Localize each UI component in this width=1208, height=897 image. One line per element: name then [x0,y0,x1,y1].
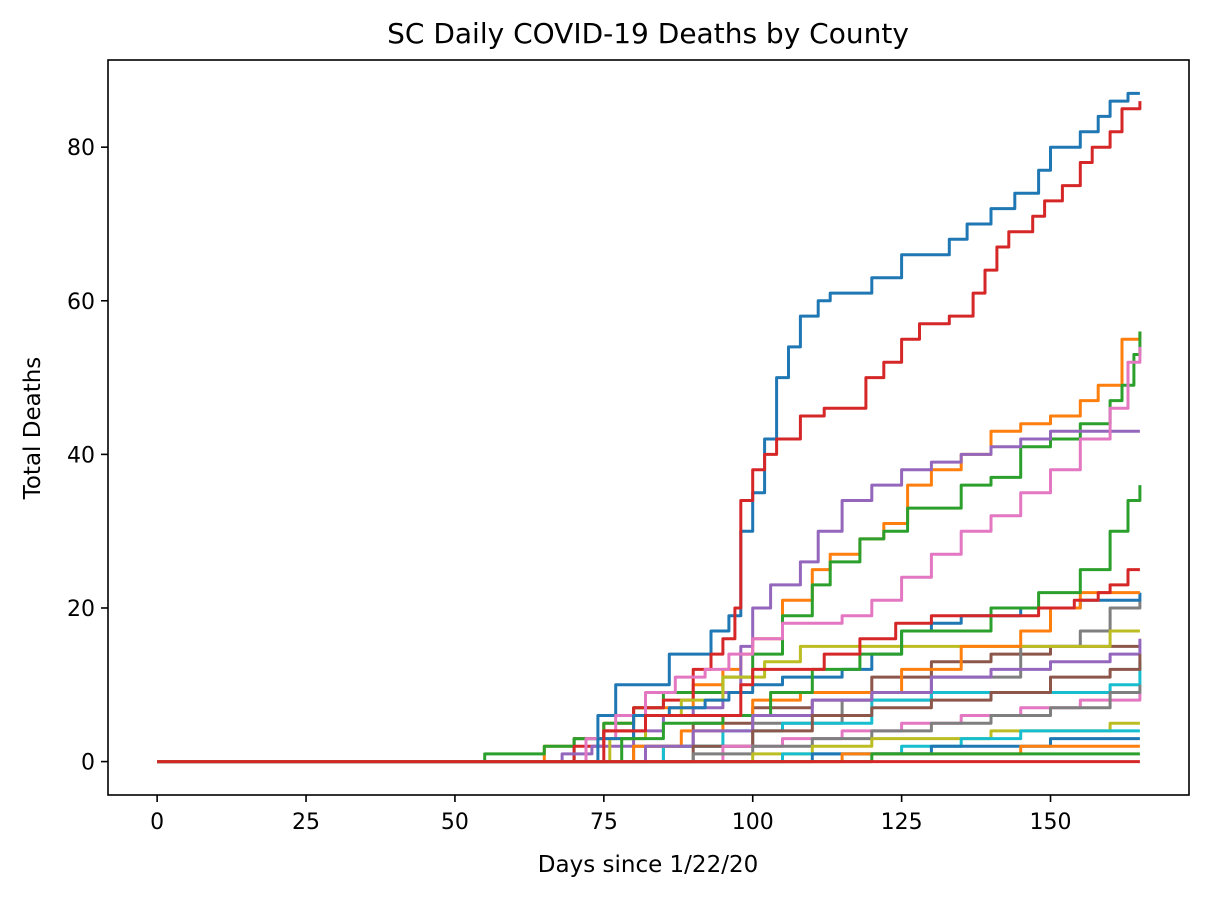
series-line [157,737,1140,764]
x-tick-label: 25 [292,810,320,835]
series-line [157,485,1142,764]
y-tick-label: 0 [81,751,95,776]
series-line [157,638,1142,764]
series-line [157,568,1140,764]
axis-ticks: 0 25 50 75 100 125 150 0 20 40 60 80 [67,136,1072,835]
chart-title: SC Daily COVID-19 Deaths by County [387,17,909,50]
series-line [157,692,1142,764]
series-line [157,684,1142,764]
series-line [157,721,1140,764]
x-axis-label: Days since 1/22/20 [538,852,758,878]
y-axis-label: Total Deaths [20,357,46,501]
x-tick-label: 150 [1030,810,1072,835]
x-tick-label: 100 [732,810,774,835]
y-tick-label: 80 [67,136,95,161]
x-tick-label: 75 [590,810,618,835]
x-tick-label: 50 [441,810,469,835]
y-tick-label: 40 [67,443,95,468]
series-line [157,644,1140,764]
y-tick-label: 60 [67,290,95,315]
x-tick-label: 125 [881,810,923,835]
series-line [157,101,1142,764]
plot-frame [107,59,1190,796]
series-line [157,346,1142,764]
plot-lines [157,91,1142,764]
x-tick-label: 0 [150,810,164,835]
series-line [157,331,1142,764]
series-line [157,91,1140,764]
y-tick-label: 20 [67,597,95,622]
series-line [157,654,1142,764]
